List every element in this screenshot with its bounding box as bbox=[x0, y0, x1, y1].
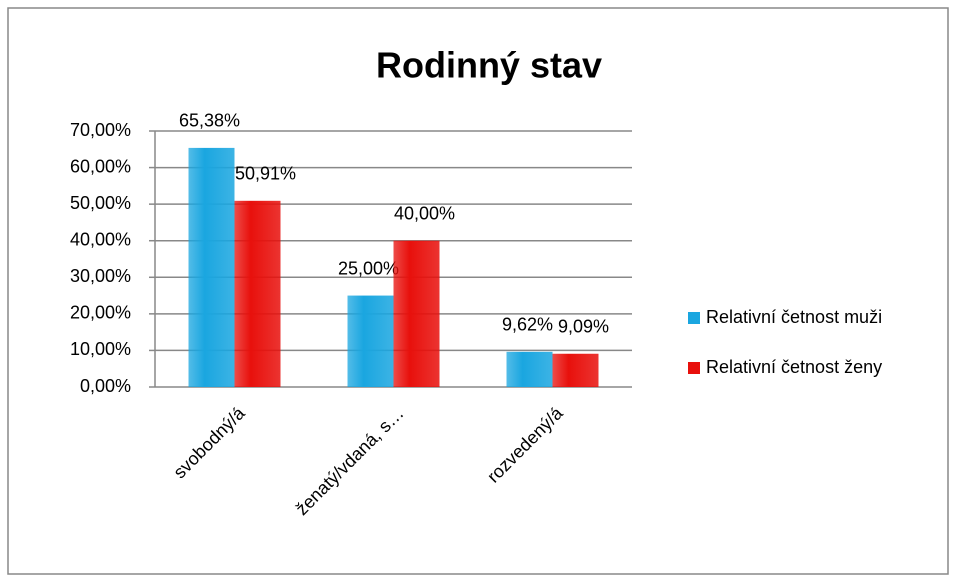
bar bbox=[188, 147, 235, 387]
legend-label: Relativní četnost muži bbox=[706, 307, 882, 327]
value-label: 25,00% bbox=[338, 258, 399, 278]
chart-title: Rodinný stav bbox=[376, 45, 602, 86]
bar bbox=[506, 351, 553, 387]
y-tick-label: 40,00% bbox=[70, 229, 131, 249]
bar bbox=[347, 295, 394, 387]
y-tick-label: 10,00% bbox=[70, 339, 131, 359]
chart-border bbox=[7, 7, 949, 575]
bar bbox=[393, 240, 440, 387]
y-tick-label: 0,00% bbox=[80, 376, 131, 396]
value-label: 9,62% bbox=[502, 315, 553, 335]
y-tick-label: 70,00% bbox=[70, 120, 131, 140]
y-tick-label: 30,00% bbox=[70, 266, 131, 286]
legend-swatch bbox=[688, 362, 700, 374]
bar bbox=[234, 200, 281, 387]
value-label: 40,00% bbox=[394, 203, 455, 223]
y-tick-label: 20,00% bbox=[70, 303, 131, 323]
legend-swatch bbox=[688, 312, 700, 324]
value-label: 50,91% bbox=[235, 164, 296, 184]
value-label: 65,38% bbox=[179, 111, 240, 131]
legend-label: Relativní četnost ženy bbox=[706, 357, 882, 377]
value-label: 9,09% bbox=[558, 317, 609, 337]
y-tick-label: 50,00% bbox=[70, 193, 131, 213]
y-tick-label: 60,00% bbox=[70, 156, 131, 176]
bar bbox=[552, 353, 599, 387]
